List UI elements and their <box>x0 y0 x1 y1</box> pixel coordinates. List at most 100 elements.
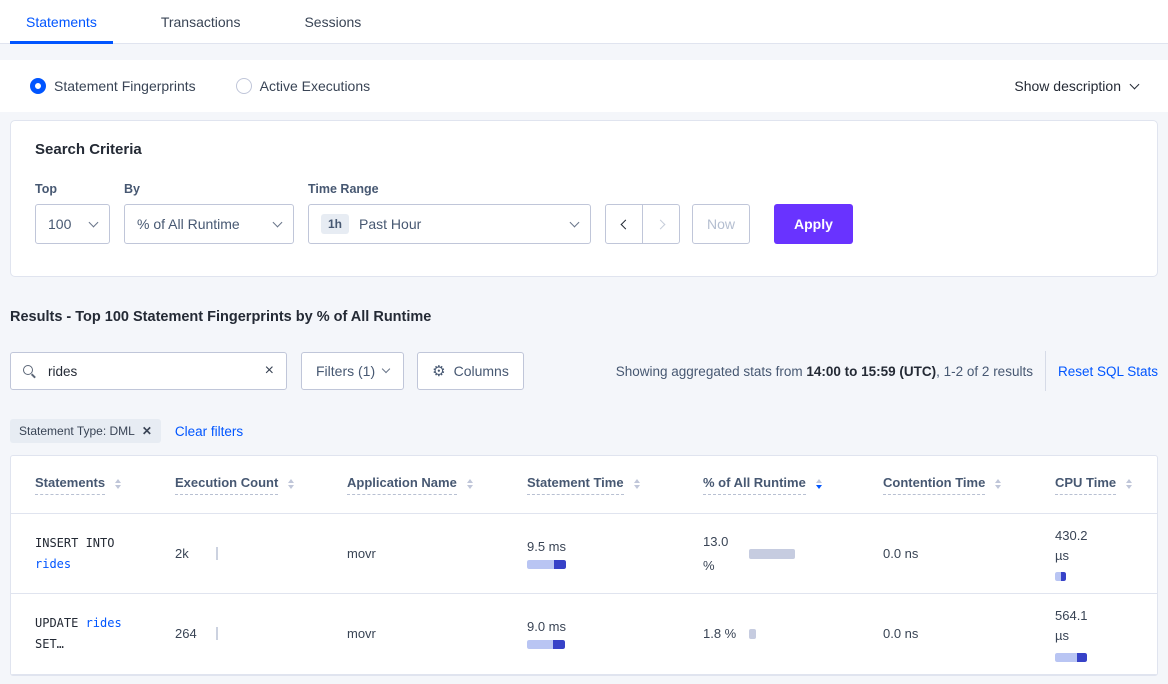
chevron-down-icon <box>381 364 391 374</box>
sort-icon <box>1126 479 1133 490</box>
statement-link[interactable]: rides <box>85 615 122 630</box>
statement-time-cell: 9.0 ms <box>527 619 703 649</box>
previous-time-button[interactable] <box>605 204 643 244</box>
cpu-time-cell: 430.2 µs <box>1055 526 1157 582</box>
column-header-cpu-time[interactable]: CPU Time <box>1055 474 1157 496</box>
chevron-down-icon <box>569 217 580 227</box>
radio-active-executions[interactable]: Active Executions <box>235 78 371 94</box>
column-header-contention-time[interactable]: Contention Time <box>883 474 1055 496</box>
cpu-time-bar <box>1055 572 1066 582</box>
tab-transactions[interactable]: Transactions <box>145 0 257 43</box>
tab-label: Transactions <box>160 13 241 30</box>
chevron-right-icon <box>655 219 665 229</box>
applied-filters-row: Statement Type: DML ✕ Clear filters <box>10 419 1158 443</box>
remove-filter-icon[interactable]: ✕ <box>141 424 152 438</box>
top-select[interactable]: 100 <box>35 204 110 244</box>
column-label: % of All Runtime <box>703 474 806 496</box>
by-select-value: % of All Runtime <box>137 216 240 232</box>
radio-label: Active Executions <box>259 78 371 94</box>
top-label: Top <box>35 182 57 196</box>
statement-pre: UPDATE <box>35 615 86 630</box>
runtime-pct-bar <box>749 548 795 559</box>
search-input[interactable] <box>46 362 265 380</box>
application-name-value: movr <box>347 626 376 642</box>
filter-chip-label: Statement Type: DML <box>19 424 135 438</box>
stats-area: Showing aggregated stats from 14:00 to 1… <box>616 351 1158 391</box>
execution-count-bar <box>216 627 218 641</box>
runtime-pct-cell: 13.0 % <box>703 530 883 577</box>
now-button[interactable]: Now <box>692 204 751 244</box>
clear-filters-link[interactable]: Clear filters <box>174 423 244 439</box>
show-description-toggle[interactable]: Show description <box>1014 78 1140 94</box>
statement-cell: UPDATE rides SET… <box>35 613 175 655</box>
contention-time-cell: 0.0 ns <box>883 626 1055 641</box>
tab-label: Sessions <box>304 13 362 30</box>
chevron-left-icon <box>620 219 630 229</box>
stats-suffix: , 1-2 of 2 results <box>936 363 1033 379</box>
cpu-time-value: 430.2 µs <box>1055 528 1088 564</box>
runtime-pct-bar <box>749 628 756 639</box>
statement-time-bar <box>527 559 566 569</box>
statements-table: Statements Execution Count Application N… <box>10 455 1158 676</box>
contention-time-cell: 0.0 ns <box>883 546 1055 561</box>
chevron-down-icon <box>1129 79 1140 89</box>
gear-icon: ⚙ <box>432 362 446 380</box>
reset-sql-stats-link[interactable]: Reset SQL Stats <box>1057 363 1158 379</box>
tab-statements[interactable]: Statements <box>10 0 113 44</box>
statement-time-bar <box>527 639 565 649</box>
column-header-statement-time[interactable]: Statement Time <box>527 474 703 496</box>
tab-bar: Statements Transactions Sessions <box>0 0 1168 44</box>
time-range-value: Past Hour <box>359 216 422 232</box>
tab-sessions[interactable]: Sessions <box>288 0 377 43</box>
column-header-statements[interactable]: Statements <box>35 474 175 496</box>
show-description-label: Show description <box>1014 78 1121 94</box>
by-field: By % of All Runtime <box>124 182 294 244</box>
statement-time-cell: 9.5 ms <box>527 539 703 569</box>
sort-icon <box>115 479 122 490</box>
column-header-runtime-pct[interactable]: % of All Runtime <box>703 474 883 496</box>
column-header-execution-count[interactable]: Execution Count <box>175 474 347 496</box>
sort-icon <box>995 479 1002 490</box>
table-row: INSERT INTO rides 2k movr 9.5 ms 13.0 % … <box>11 514 1157 595</box>
tab-label: Statements <box>26 13 97 30</box>
columns-button-label: Columns <box>453 363 509 379</box>
radio-icon <box>235 78 252 94</box>
search-icon <box>23 364 36 378</box>
statement-search-box: × <box>10 352 287 390</box>
aggregated-stats-text: Showing aggregated stats from 14:00 to 1… <box>616 364 1033 379</box>
column-header-application-name[interactable]: Application Name <box>347 474 527 496</box>
statement-link[interactable]: rides <box>35 556 72 571</box>
clear-search-icon[interactable]: × <box>264 362 274 379</box>
cpu-time-value: 564.1 µs <box>1055 608 1088 644</box>
search-criteria-card: Search Criteria Top 100 By % of All Runt… <box>10 120 1158 277</box>
statement-pre: INSERT INTO <box>35 535 115 550</box>
chevron-down-icon <box>88 217 99 227</box>
time-nav-group <box>605 204 680 244</box>
by-label: By <box>124 182 140 196</box>
apply-button[interactable]: Apply <box>774 204 853 244</box>
next-time-button[interactable] <box>642 204 680 244</box>
time-range-select[interactable]: 1h Past Hour <box>308 204 591 244</box>
execution-count-cell: 264 <box>175 626 347 641</box>
table-header-row: Statements Execution Count Application N… <box>11 456 1157 514</box>
by-select[interactable]: % of All Runtime <box>124 204 294 244</box>
runtime-pct-value: 1.8 % <box>703 626 737 642</box>
execution-count-bar <box>216 547 218 561</box>
column-label: Execution Count <box>175 474 279 496</box>
stats-prefix: Showing aggregated stats from <box>615 363 807 379</box>
filters-button-label: Filters (1) <box>316 363 376 379</box>
search-criteria-controls: Top 100 By % of All Runtime Time Range 1… <box>35 182 1133 244</box>
statement-text: INSERT INTO rides <box>35 536 114 571</box>
sort-icon <box>466 479 473 490</box>
statement-post: SET… <box>35 636 64 651</box>
vertical-divider <box>1044 351 1046 391</box>
radio-statement-fingerprints[interactable]: Statement Fingerprints <box>30 78 196 94</box>
search-criteria-title: Search Criteria <box>35 141 142 158</box>
columns-button[interactable]: ⚙ Columns <box>417 352 524 390</box>
contention-time-value: 0.0 ns <box>883 546 919 562</box>
results-toolbar: × Filters (1) ⚙ Columns Showing aggregat… <box>10 351 1158 391</box>
time-range-badge: 1h <box>321 214 350 234</box>
filters-button[interactable]: Filters (1) <box>301 352 405 390</box>
radio-label: Statement Fingerprints <box>54 78 196 94</box>
